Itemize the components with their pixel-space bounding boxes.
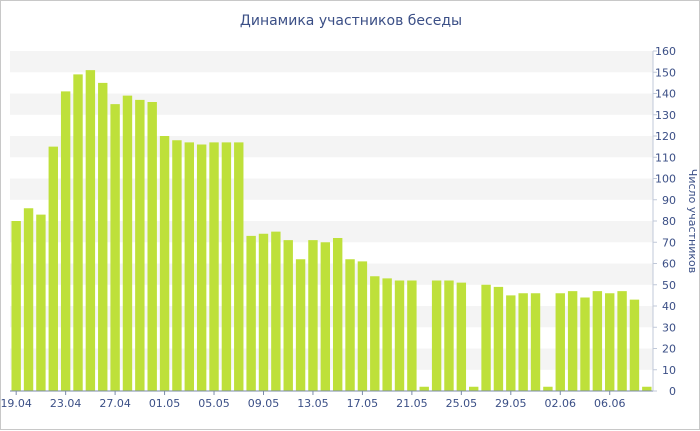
y-tick-label: 130 [655,109,676,122]
bar-09.06[interactable] [642,386,652,391]
bar-03.05[interactable] [184,142,194,391]
bar-03.06[interactable] [567,291,578,392]
bar-06.05[interactable] [221,142,232,391]
x-tick-label: 29.05 [495,397,527,410]
y-tick-label: 80 [662,215,676,228]
grid-band [10,93,653,115]
bar-25.04[interactable] [85,70,96,392]
bar-02.05[interactable] [172,140,182,391]
bar-09.05[interactable] [258,233,269,391]
y-tick-label: 20 [662,343,676,356]
x-tick-label: 19.04 [1,397,32,410]
bar-27.04[interactable] [110,104,120,392]
bar-19.04[interactable] [11,221,21,391]
bar-20.04[interactable] [23,208,34,391]
y-axis-label: Число участников [686,169,699,273]
bar-17.05[interactable] [357,261,368,392]
bar-30.04[interactable] [147,102,157,391]
bar-07.06[interactable] [617,291,627,392]
grid-band [10,221,653,243]
y-tick-label: 70 [662,236,676,249]
chart-title: Динамика участников беседы [239,13,463,29]
bar-22.04[interactable] [48,146,58,392]
grid-band [10,51,653,73]
x-tick-label: 27.04 [99,397,131,410]
bar-21.05[interactable] [407,280,417,392]
x-tick-label: 13.05 [297,397,329,410]
y-tick-label: 150 [655,66,676,79]
grid-band [10,178,653,200]
y-tick-label: 100 [655,173,676,186]
bar-11.05[interactable] [283,240,293,392]
bar-08.05[interactable] [246,235,256,392]
bar-26.04[interactable] [98,82,108,392]
y-tick-label: 60 [662,258,676,271]
y-tick-label: 40 [662,300,676,313]
bar-08.06[interactable] [629,299,640,392]
bar-10.05[interactable] [271,231,281,392]
x-tick-label: 06.06 [594,397,626,410]
x-tick-label: 17.05 [347,397,379,410]
bar-12.05[interactable] [295,259,306,391]
bar-23.04[interactable] [60,91,71,392]
x-tick-label: 05.05 [198,397,230,410]
x-tick-labels: 19.04 23.04 27.04 01.05 05.05 09.05 13.05 17.05… [1,391,625,410]
grid-band [10,136,653,158]
bar-14.05[interactable] [320,242,331,391]
y-tick-label: 120 [655,130,676,143]
bar-05.05[interactable] [209,142,219,391]
y-tick-label: 140 [655,88,676,101]
bar-27.05[interactable] [481,284,491,391]
y-tick-label: 90 [662,194,676,207]
bar-23.05[interactable] [431,280,442,392]
y-tick-labels: 0 10 20 30 40 50 60 70 80 90 100 110 120 130 140 150 160 [653,45,676,398]
grid-band [10,306,653,328]
x-tick-label: 21.05 [396,397,428,410]
bar-24.04[interactable] [73,74,83,392]
bar-04.05[interactable] [196,144,207,392]
y-tick-label: 50 [662,279,676,292]
bar-13.05[interactable] [308,240,318,392]
x-tick-label: 02.06 [545,397,577,410]
bar-22.05[interactable] [419,386,429,391]
bar-19.05[interactable] [382,278,392,392]
bar-29.05[interactable] [506,295,516,392]
bar-30.05[interactable] [518,293,528,391]
bars [11,70,652,392]
bar-24.05[interactable] [444,280,454,392]
bar-28.05[interactable] [493,286,504,392]
bar-01.05[interactable] [159,136,170,391]
x-tick-label: 09.05 [248,397,280,410]
y-tick-label: 0 [669,385,676,398]
grid-band [10,348,653,370]
bar-07.05[interactable] [234,142,244,391]
y-tick-label: 110 [655,151,676,164]
bar-02.06[interactable] [555,293,565,391]
bar-29.04[interactable] [135,99,145,392]
bar-05.06[interactable] [592,291,603,392]
bar-04.06[interactable] [580,297,590,392]
bar-31.05[interactable] [530,293,541,391]
bar-21.04[interactable] [36,214,46,391]
bar-18.05[interactable] [370,276,380,391]
bar-06.06[interactable] [605,293,615,391]
x-tick-label: 23.04 [50,397,82,410]
grid-band [10,263,653,285]
bar-16.05[interactable] [345,259,355,391]
x-tick-label: 01.05 [149,397,181,410]
bar-15.05[interactable] [332,238,343,391]
bar-26.05[interactable] [469,386,479,391]
bar-01.06[interactable] [543,386,553,391]
bar-28.04[interactable] [122,95,133,392]
grid-bands [10,51,653,370]
bar-20.05[interactable] [394,280,405,392]
y-tick-label: 160 [655,45,676,58]
y-tick-label: 30 [662,321,676,334]
x-tick-label: 25.05 [446,397,478,410]
bar-25.05[interactable] [456,282,467,392]
y-tick-label: 10 [662,364,676,377]
